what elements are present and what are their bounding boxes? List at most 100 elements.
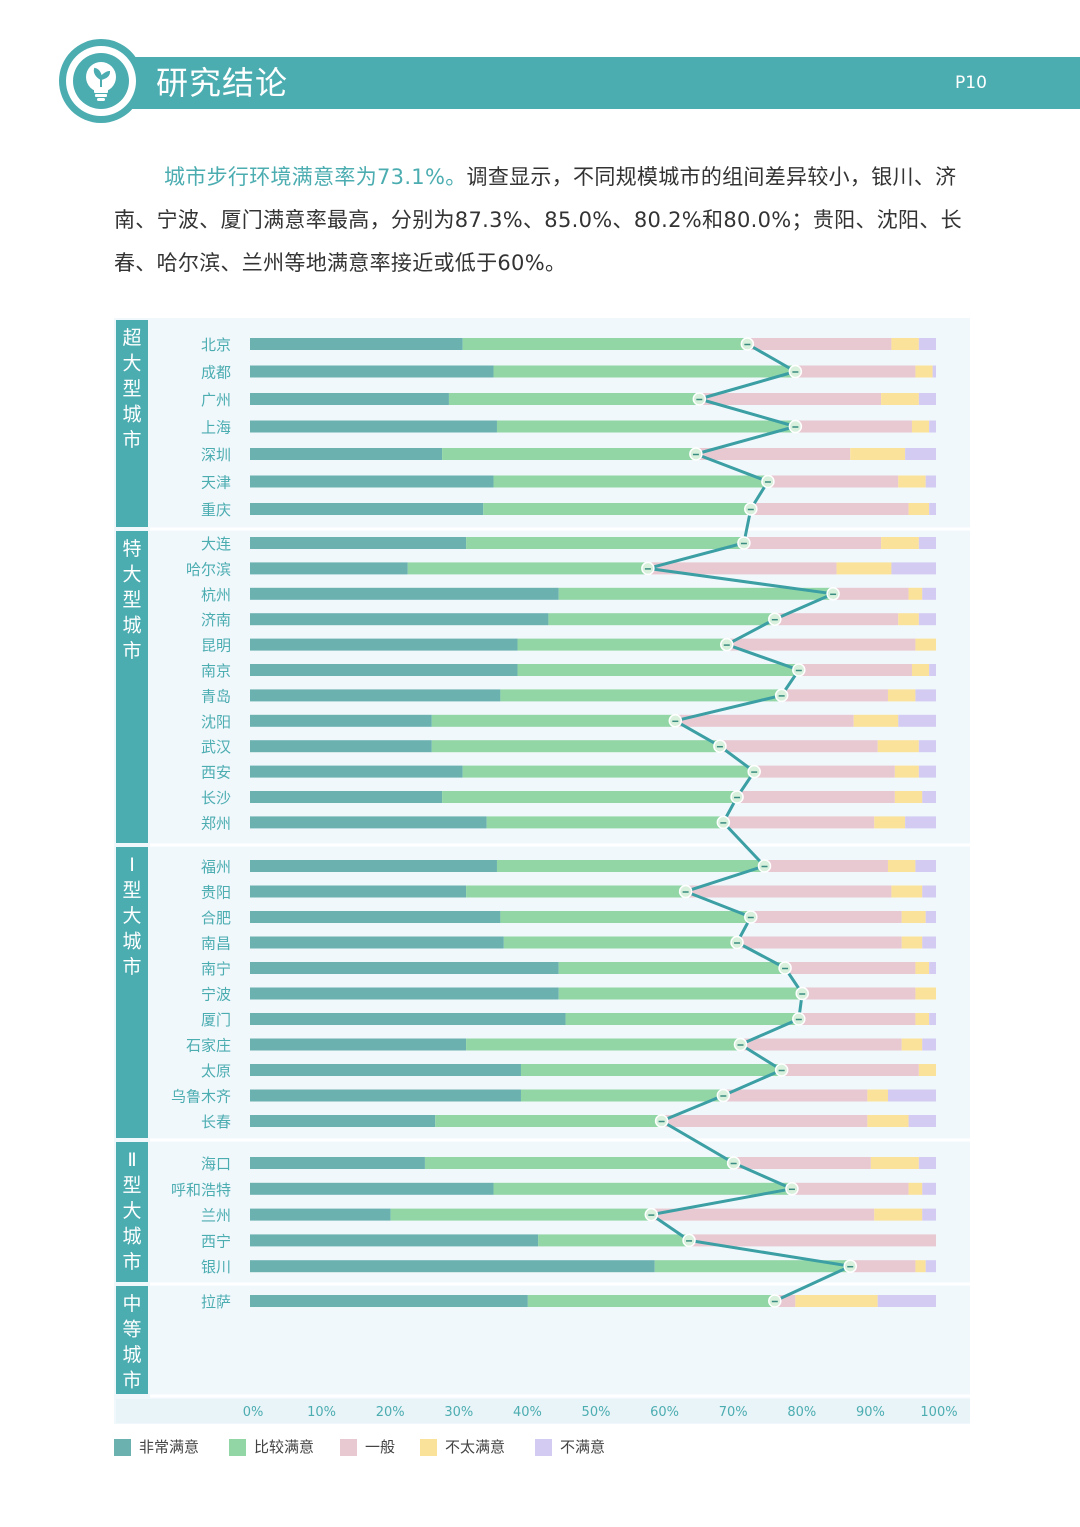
city-label: 成都 xyxy=(201,364,231,382)
bar-segment xyxy=(407,562,648,575)
bar-segment xyxy=(922,1208,936,1221)
bar-segment xyxy=(431,714,676,727)
bar-segment xyxy=(466,537,744,549)
bar-segment xyxy=(250,1115,436,1127)
bar-segment xyxy=(922,587,936,600)
bar-segment xyxy=(774,613,899,626)
group-label-char: 市 xyxy=(122,956,141,978)
lightbulb-icon xyxy=(73,53,129,109)
bar-segment xyxy=(250,1064,521,1076)
x-tick-label: 40% xyxy=(513,1405,542,1420)
bar-segment xyxy=(891,562,936,575)
bar-segment xyxy=(435,1115,662,1127)
bar-segment xyxy=(699,393,882,405)
group-label-char: 超 xyxy=(122,327,141,349)
bar-segment xyxy=(250,664,518,676)
x-tick-label: 30% xyxy=(444,1405,473,1420)
intro-body: 调查显示，不同规模城市的组间差异较小，银川、济南、宁波、厦门满意率最高，分别为8… xyxy=(114,165,962,275)
bar-segment xyxy=(915,365,933,378)
bar-segment xyxy=(565,1013,799,1025)
bar-segment xyxy=(685,885,892,898)
city-label: 兰州 xyxy=(201,1207,231,1225)
bar-segment xyxy=(881,393,919,405)
bar-segment xyxy=(548,613,775,626)
bar-segment xyxy=(493,365,796,378)
bar-segment xyxy=(250,448,443,460)
bar-segment xyxy=(929,503,936,515)
group-label-band xyxy=(116,531,148,843)
bar-segment xyxy=(874,816,906,829)
bar-segment xyxy=(675,714,854,727)
bar-segment xyxy=(922,1038,936,1051)
bar-segment xyxy=(723,816,875,829)
bar-segment xyxy=(764,860,888,872)
bar-segment xyxy=(908,1115,936,1127)
bar-segment xyxy=(925,1260,936,1273)
bar-segment xyxy=(922,791,936,803)
bar-segment xyxy=(493,1182,792,1195)
bar-segment xyxy=(517,638,727,651)
group-label-char: 城 xyxy=(122,404,141,426)
bar-segment xyxy=(651,1208,875,1221)
bar-segment xyxy=(695,448,851,460)
group-label-char: 型 xyxy=(122,378,141,400)
bar-segment xyxy=(908,587,923,600)
bar-segment xyxy=(250,714,432,727)
bar-segment xyxy=(390,1208,652,1221)
city-label: 杭州 xyxy=(201,586,231,604)
bar-segment xyxy=(250,936,504,949)
bar-segment xyxy=(250,503,484,515)
intro-highlight: 城市步行环境满意率为73.1%。 xyxy=(164,165,467,189)
bar-segment xyxy=(723,1089,868,1102)
group-label-char: 大 xyxy=(122,353,141,375)
bar-segment xyxy=(250,537,467,549)
city-label: 广州 xyxy=(201,391,231,409)
bar-segment xyxy=(250,1234,539,1247)
bar-segment xyxy=(915,638,936,651)
group-label-char: 型 xyxy=(122,589,141,611)
bar-segment xyxy=(798,664,912,676)
bar-segment xyxy=(918,613,936,626)
bar-segment xyxy=(250,613,549,626)
bar-segment xyxy=(250,1295,528,1307)
bar-segment xyxy=(781,689,888,702)
bar-segment xyxy=(462,765,755,778)
bar-segment xyxy=(520,1089,724,1102)
bar-segment xyxy=(747,338,892,350)
bar-segment xyxy=(918,1157,936,1169)
city-label: 北京 xyxy=(201,336,231,354)
group-label-char: 市 xyxy=(122,429,141,451)
city-label: 武汉 xyxy=(201,738,231,756)
bar-segment xyxy=(898,714,936,727)
city-label: 贵阳 xyxy=(201,884,231,902)
bar-segment xyxy=(538,1234,690,1247)
city-label: 厦门 xyxy=(201,1011,231,1029)
legend-swatch xyxy=(535,1439,552,1456)
bar-segment xyxy=(250,860,497,872)
bar-segment xyxy=(250,689,501,702)
city-label: 拉萨 xyxy=(201,1293,231,1311)
bar-segment xyxy=(250,791,443,803)
group-label-band xyxy=(116,1286,148,1394)
city-label: 长沙 xyxy=(201,789,231,807)
bar-segment xyxy=(250,1260,655,1273)
bar-segment xyxy=(795,1295,878,1307)
bar-segment xyxy=(500,911,751,923)
bar-segment xyxy=(918,740,936,753)
bar-segment xyxy=(891,885,923,898)
group-label-char: 城 xyxy=(122,931,141,953)
bar-segment xyxy=(918,1064,936,1076)
bar-segment xyxy=(754,765,895,778)
bar-segment xyxy=(798,1013,916,1025)
bar-segment xyxy=(929,420,936,433)
bar-segment xyxy=(795,365,916,378)
bar-segment xyxy=(654,1260,851,1273)
city-label: 长春 xyxy=(201,1113,231,1131)
bar-segment xyxy=(743,537,882,549)
city-label: 郑州 xyxy=(201,814,231,832)
bar-segment xyxy=(558,962,786,974)
group-label-char: 特 xyxy=(122,538,141,560)
bar-segment xyxy=(250,962,559,974)
bar-segment xyxy=(901,911,926,923)
bar-segment xyxy=(558,987,803,1000)
